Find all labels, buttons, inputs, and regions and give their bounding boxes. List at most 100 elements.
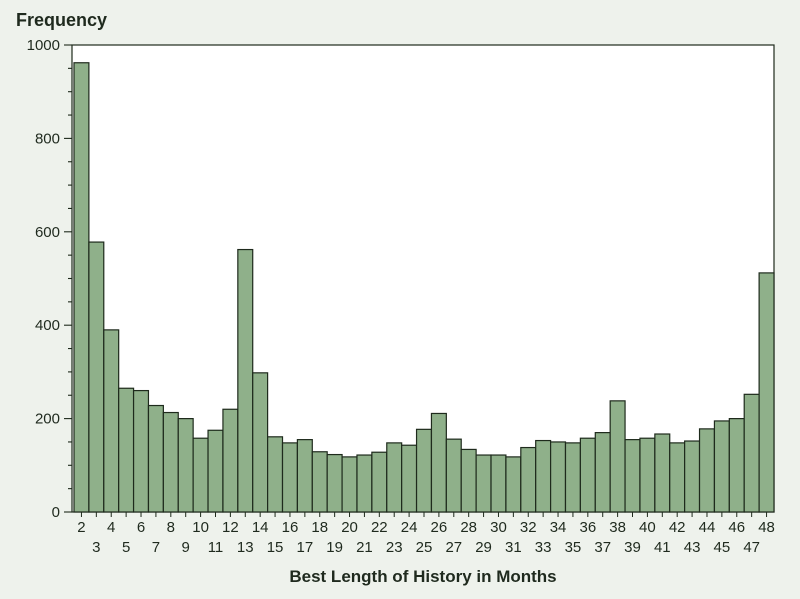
bar-32 [520,446,537,513]
x-tick-label: 27 [445,539,462,556]
bar-14 [252,372,269,513]
bar-9 [177,418,194,513]
x-tick-label: 14 [252,519,269,536]
x-tick-label: 28 [460,519,477,536]
x-tick-label: 5 [122,539,130,556]
x-tick-label: 45 [714,539,731,556]
bar-47 [743,393,760,513]
x-tick-label: 24 [401,519,418,536]
bar-34 [549,441,567,513]
x-axis: 2345678910111213141516171819202122232425… [77,512,775,556]
x-tick-label: 40 [639,519,656,536]
x-tick-label: 20 [341,519,358,536]
x-axis-title: Best Length of History in Months [289,567,556,586]
x-tick-label: 11 [208,539,224,556]
x-tick-label: 25 [416,539,433,556]
bar-36 [579,437,596,513]
x-tick-label: 13 [237,539,254,556]
bar-12 [222,408,239,513]
y-tick-label: 200 [35,411,60,428]
x-tick-label: 26 [431,519,448,536]
x-tick-label: 43 [684,539,701,556]
bar-11 [207,429,224,513]
y-tick-label: 0 [52,504,60,521]
x-tick-label: 39 [624,539,641,556]
x-tick-label: 16 [282,519,299,536]
y-axis: 0 200 400 600 800 1000 [27,37,72,521]
x-tick-label: 19 [326,539,343,556]
x-tick-label: 6 [137,519,145,536]
bar-45 [713,420,730,513]
y-tick-label: 400 [35,317,60,334]
bar-21 [356,454,373,513]
x-tick-label: 30 [490,519,507,536]
x-tick-label: 46 [728,519,745,536]
x-tick-label: 22 [371,519,388,536]
bar-37 [594,432,611,513]
bar-24 [401,444,418,513]
bar-31 [505,456,522,513]
bar-25 [415,428,433,513]
bar-44 [698,428,716,513]
bar-19 [326,453,343,513]
bar-3 [88,241,105,513]
x-tick-label: 47 [743,539,760,556]
x-tick-label: 34 [550,519,567,536]
x-tick-label: 17 [297,539,314,556]
bar-23 [386,442,403,513]
x-tick-label: 21 [356,539,373,556]
x-tick-label: 10 [192,519,209,536]
bars-group [73,62,775,513]
bar-7 [147,404,164,513]
bar-18 [311,451,328,513]
x-tick-label: 35 [565,539,582,556]
bar-27 [445,438,462,513]
y-tick-label: 800 [35,130,60,147]
x-tick-label: 9 [182,539,190,556]
x-tick-label: 7 [152,539,160,556]
bar-46 [728,418,745,513]
x-tick-label: 12 [222,519,239,536]
bar-26 [430,412,447,513]
bar-40 [639,437,656,513]
bar-48 [758,272,775,513]
bar-29 [475,454,492,513]
bar-22 [371,451,388,513]
x-tick-label: 23 [386,539,403,556]
bar-28 [460,448,477,513]
x-tick-label: 42 [669,519,686,536]
bar-13 [237,248,254,513]
bar-42 [669,442,686,513]
x-tick-label: 31 [505,539,522,556]
bar-38 [609,400,626,513]
bar-17 [296,439,313,513]
x-tick-label: 4 [107,519,115,536]
bar-35 [564,442,581,513]
x-tick-label: 8 [167,519,175,536]
x-tick-label: 48 [758,519,775,536]
x-tick-label: 41 [654,539,671,556]
bar-10 [192,437,209,513]
bar-39 [624,439,641,513]
bar-2 [73,62,90,513]
x-tick-label: 2 [77,519,85,536]
x-tick-label: 18 [311,519,328,536]
x-tick-label: 44 [699,519,716,536]
bar-41 [654,433,671,513]
x-tick-label: 36 [579,519,596,536]
x-tick-label: 37 [594,539,611,556]
bar-20 [341,456,358,513]
bar-30 [490,454,507,513]
x-tick-label: 15 [267,539,284,556]
bar-8 [162,411,179,513]
x-tick-label: 3 [92,539,100,556]
y-tick-label: 600 [35,224,60,241]
x-tick-label: 33 [535,539,552,556]
x-tick-label: 38 [609,519,626,536]
bar-43 [684,440,701,513]
bar-5 [118,387,135,513]
y-tick-label: 1000 [27,37,60,54]
bar-16 [281,442,299,513]
x-tick-label: 32 [520,519,537,536]
